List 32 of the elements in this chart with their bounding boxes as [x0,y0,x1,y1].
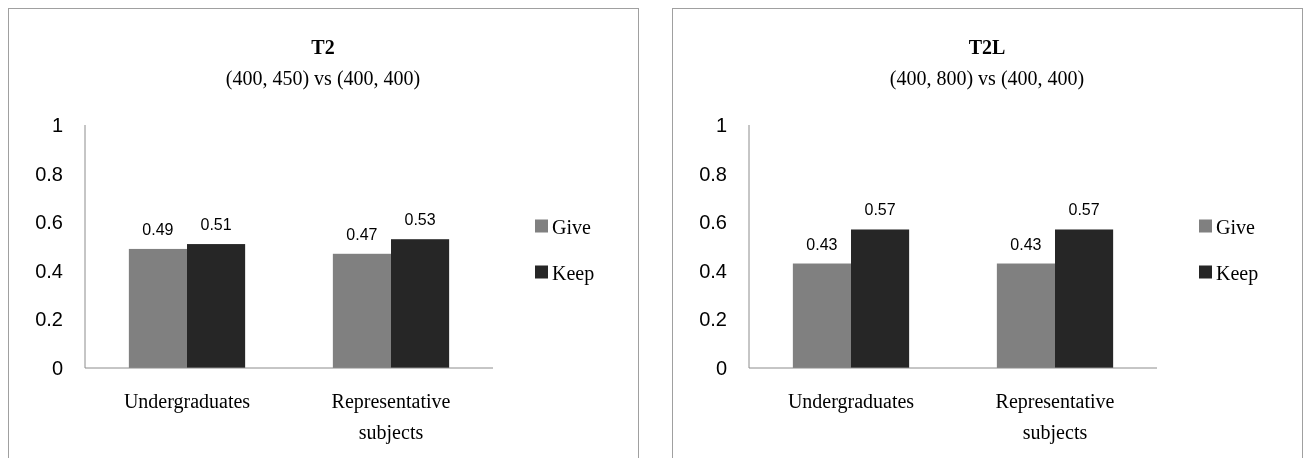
data-label: 0.43 [806,235,838,253]
data-label: 0.47 [346,225,378,243]
chart-title: T2 [311,36,335,58]
y-tick-label: 0.8 [699,162,727,185]
legend-label: Give [1216,215,1255,238]
y-tick-label: 0.4 [699,259,727,282]
y-tick-label: 0 [715,357,727,379]
chart-subtitle: (400, 800) vs (400, 400) [889,67,1085,90]
y-tick-label: 0.2 [35,308,63,331]
x-tick-label: Representative subjects [995,390,1115,444]
legend-label: Keep [1216,261,1259,285]
data-label: 0.57 [1068,201,1100,219]
y-tick-label: 1 [51,114,63,136]
x-tick-label: Undergraduates [787,390,915,413]
y-tick-label: 0.6 [699,211,727,234]
chart-subtitle: (400, 450) vs (400, 400) [225,67,421,90]
data-label: 0.51 [200,216,232,234]
y-tick-label: 0.6 [35,211,63,234]
data-label: 0.53 [404,211,436,229]
chart-title: T2L [968,36,1006,58]
legend-label: Keep [552,261,595,285]
y-tick-label: 0.8 [35,162,63,185]
legend-label: Give [552,215,591,238]
x-tick-label: Undergraduates [123,390,251,413]
y-tick-label: 0.4 [35,259,63,282]
x-tick-label: Representative subjects [331,390,451,444]
y-tick-label: 0.2 [699,308,727,331]
y-tick-label: 0 [51,357,63,379]
data-label: 0.57 [864,201,896,219]
y-tick-label: 1 [715,114,727,136]
data-label: 0.49 [142,220,174,238]
data-label: 0.43 [1010,235,1042,253]
